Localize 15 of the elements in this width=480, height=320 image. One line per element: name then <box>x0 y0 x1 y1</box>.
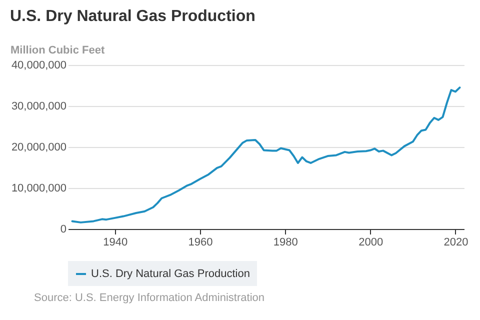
y-tick-label: 10,000,000 <box>11 182 66 194</box>
y-tick-label: 0 <box>60 224 66 236</box>
x-tick-label: 2020 <box>444 236 468 248</box>
y-tick-label: 40,000,000 <box>11 60 66 72</box>
x-tick-label: 2000 <box>358 236 384 248</box>
x-tick-label: 1940 <box>103 236 128 248</box>
chart-title: U.S. Dry Natural Gas Production <box>10 8 256 25</box>
x-tick-label: 1960 <box>188 236 213 248</box>
source-note: Source: U.S. Energy Information Administration <box>33 292 266 304</box>
y-tick-label: 20,000,000 <box>11 142 66 154</box>
legend-label: U.S. Dry Natural Gas Production <box>91 268 250 280</box>
y-axis-title: Million Cubic Feet <box>10 44 105 56</box>
y-tick-label: 30,000,000 <box>11 100 66 112</box>
line-series <box>71 86 461 224</box>
x-tick-label: 1980 <box>273 236 298 248</box>
